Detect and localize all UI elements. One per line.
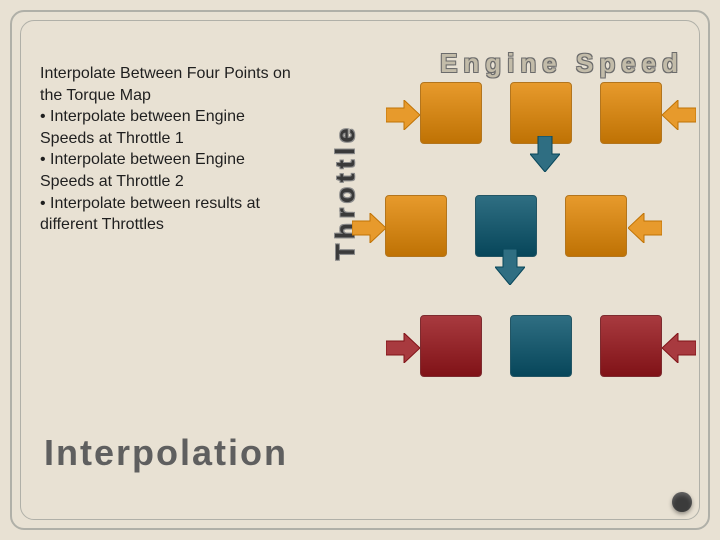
diagram-box bbox=[565, 195, 627, 257]
corner-dot-icon bbox=[672, 492, 692, 512]
arrow-left-icon bbox=[662, 100, 696, 130]
diagram-box bbox=[510, 315, 572, 377]
arrow-right-icon bbox=[386, 100, 420, 130]
diagram-box bbox=[420, 315, 482, 377]
bullet-2: • Interpolate between Engine Speeds at T… bbox=[40, 149, 300, 192]
slide: Engine Speed Throttle Interpolate Betwee… bbox=[0, 0, 720, 540]
diagram-box bbox=[475, 195, 537, 257]
description-header: Interpolate Between Four Points on the T… bbox=[40, 65, 291, 104]
diagram-box bbox=[420, 82, 482, 144]
arrow-right-icon bbox=[352, 213, 386, 243]
bullet-3: • Interpolate between results at differe… bbox=[40, 193, 300, 236]
engine-speed-label: Engine Speed bbox=[440, 48, 684, 79]
diagram-box bbox=[385, 195, 447, 257]
arrow-left-icon bbox=[662, 333, 696, 363]
arrow-right-icon bbox=[386, 333, 420, 363]
interpolation-diagram bbox=[350, 70, 690, 430]
diagram-box bbox=[600, 82, 662, 144]
description-block: Interpolate Between Four Points on the T… bbox=[40, 63, 300, 236]
diagram-box bbox=[510, 82, 572, 144]
bullet-1: • Interpolate between Engine Speeds at T… bbox=[40, 106, 300, 149]
slide-title: Interpolation bbox=[44, 432, 288, 474]
arrow-down-icon bbox=[495, 249, 525, 285]
arrow-left-icon bbox=[628, 213, 662, 243]
diagram-box bbox=[600, 315, 662, 377]
arrow-down-icon bbox=[530, 136, 560, 172]
